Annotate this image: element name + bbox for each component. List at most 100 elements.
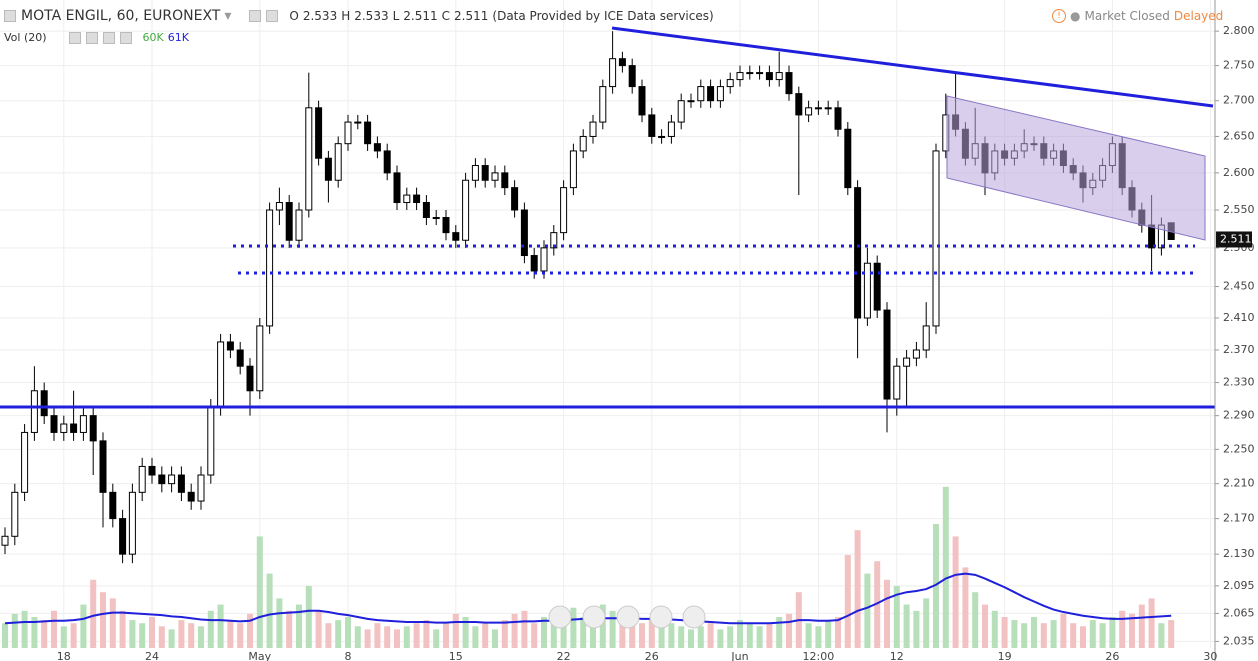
volume-bar (786, 613, 792, 648)
y-tick-label: 2.095 (1223, 579, 1255, 592)
candle-body (324, 157, 332, 181)
icon[interactable] (266, 10, 279, 22)
candle-body (158, 474, 166, 485)
candle-body (226, 341, 234, 351)
y-tick-label: 2.700 (1223, 94, 1255, 107)
candle-body (109, 491, 117, 520)
candle-body (168, 474, 176, 485)
volume-bar (1168, 620, 1175, 648)
price-axis (1215, 0, 1258, 661)
volume-bar (374, 623, 381, 648)
icon[interactable] (68, 31, 81, 44)
volume-bar (41, 620, 48, 648)
ohlc-c: 2.511 (454, 9, 489, 23)
candle-body (99, 440, 107, 493)
volume-bar (717, 629, 724, 648)
candle-body (393, 172, 401, 204)
volume-bar (315, 610, 322, 648)
x-tick-label: 15 (449, 650, 463, 661)
x-tick-label: 8 (345, 650, 352, 661)
candle-body (863, 262, 871, 319)
volume-value: 60K (142, 31, 164, 44)
volume-bar (815, 626, 822, 648)
candle-body (922, 325, 930, 351)
volume-bar (335, 620, 342, 648)
candle-body (746, 72, 754, 75)
volume-bar (168, 629, 175, 648)
candle-body (667, 121, 675, 137)
candle-body (550, 232, 558, 249)
x-tick-label: 26 (645, 650, 659, 661)
volume-bar (384, 626, 391, 648)
volume-bar (296, 604, 302, 648)
candle-body (236, 349, 244, 367)
volume-bar (746, 623, 753, 648)
y-tick-label: 2.035 (1223, 634, 1255, 647)
y-tick-label: 2.130 (1223, 547, 1255, 560)
candle-body (854, 187, 862, 319)
volume-bar (1109, 617, 1116, 648)
candle-body (638, 86, 646, 116)
volume-bar (727, 626, 734, 648)
volume-bar (1021, 623, 1028, 648)
volume-bar (443, 623, 449, 648)
candle-body (305, 107, 313, 211)
candle-body (883, 309, 891, 400)
y-tick-label: 2.250 (1223, 442, 1255, 455)
y-tick-label: 2.450 (1223, 280, 1255, 293)
volume-bar (756, 626, 763, 648)
candle-body (814, 107, 822, 110)
x-tick-label: 12 (890, 650, 904, 661)
candle-body (481, 165, 489, 181)
volume-bar (923, 598, 930, 648)
candle-body (903, 357, 911, 367)
y-tick-label: 2.800 (1223, 24, 1255, 37)
zoom-button[interactable] (548, 605, 572, 629)
candle-body (256, 325, 264, 392)
zoom-button[interactable] (582, 605, 606, 629)
volume-bar (11, 613, 18, 648)
candle-body (177, 474, 185, 493)
volume-bar (256, 536, 263, 648)
icon[interactable] (119, 31, 132, 44)
volume-bar (550, 620, 557, 648)
zoom-button[interactable] (682, 605, 706, 629)
candle-body (697, 86, 705, 102)
volume-bar (178, 620, 185, 648)
y-tick-label: 2.170 (1223, 512, 1255, 525)
volume-bar (825, 620, 832, 648)
zoom-button[interactable] (616, 605, 640, 629)
volume-bar (648, 620, 655, 648)
candle-body (618, 58, 626, 67)
candle-body (138, 465, 146, 493)
delay-status: Delayed (1173, 9, 1224, 23)
volume-bar (1119, 610, 1126, 648)
candle-body (422, 202, 430, 219)
last-price-label: 2.511 (1220, 232, 1252, 245)
volume-bar (1040, 623, 1047, 648)
y-tick-label: 2.330 (1223, 376, 1255, 389)
icon[interactable] (102, 31, 115, 44)
volume-bar (90, 579, 97, 648)
y-tick-label: 2.370 (1223, 343, 1255, 356)
candle-body (726, 79, 734, 88)
volume-bar (893, 586, 900, 648)
candle-body (344, 121, 352, 145)
dropdown[interactable]: ▾ (224, 8, 232, 24)
zoom-button[interactable] (649, 605, 673, 629)
volume-bar (1148, 598, 1155, 648)
candle-body (70, 423, 78, 433)
icon[interactable] (249, 10, 262, 22)
candle-body (403, 194, 411, 204)
x-tick-label: 26 (1105, 650, 1119, 661)
volume-bar (354, 626, 361, 648)
candle-body (1148, 224, 1156, 249)
volume-bar (658, 613, 665, 648)
volume-bar (590, 623, 596, 648)
y-tick-label: 2.550 (1223, 203, 1255, 216)
volume-bar (31, 617, 38, 648)
volume-bar (521, 610, 528, 648)
collapse-icon[interactable] (4, 10, 16, 22)
icon[interactable] (85, 31, 98, 44)
volume-bar (247, 613, 253, 648)
